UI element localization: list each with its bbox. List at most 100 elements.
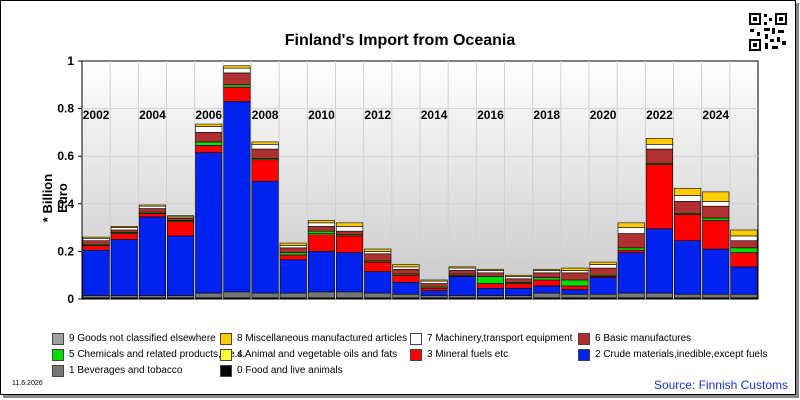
bar-segment-2016-s8 (476, 268, 504, 271)
legend-swatch (52, 365, 64, 377)
bar-segment-2002-s6 (82, 240, 110, 245)
bar-segment-2007-s2 (223, 101, 251, 293)
bar-segment-2011-s3 (336, 235, 364, 253)
y-tick-label: 0.8 (57, 102, 74, 116)
bar-segment-2013-s7 (392, 266, 420, 270)
x-tick-label: 2018 (533, 108, 560, 122)
bar-segment-2025-s1 (730, 293, 758, 299)
bar-segment-2007-s8 (223, 65, 251, 69)
y-axis-label: * Billion Euro (40, 173, 70, 223)
bar-segment-2011-s8 (336, 222, 364, 227)
bar-segment-2008-s2 (251, 180, 279, 294)
bar-segment-2006-s3 (195, 145, 223, 153)
bar-segment-2004-s6 (138, 208, 166, 213)
legend-label: 2 Crude materials,inedible,except fuels (595, 349, 768, 360)
bar-segment-2016-s2 (476, 287, 504, 296)
x-tick-label: 2002 (83, 108, 110, 122)
bar-segment-2024-s1 (702, 293, 730, 299)
x-tick-label: 2004 (139, 108, 166, 122)
bar-segment-2025-s3 (730, 252, 758, 268)
bar-segment-2007-s5 (223, 84, 251, 88)
bar-segment-2022-s6 (645, 148, 673, 164)
bar-segment-2003-s8 (110, 226, 138, 228)
bar-segment-2002-s7 (82, 238, 110, 241)
bar-segment-2020-s6 (589, 267, 617, 276)
bar-segment-2023-s6 (674, 201, 702, 214)
bar-segment-2017-s8 (505, 274, 533, 277)
bar-segment-2010-s1 (307, 291, 335, 299)
bar-segment-2009-s8 (279, 242, 307, 246)
legend-label: 0 Food and live animals (237, 365, 343, 376)
bar-segment-2014-s1 (420, 295, 448, 299)
bar-segment-2002-s1 (82, 295, 110, 299)
bar-segment-2008-s7 (251, 144, 279, 150)
bar-segment-2019-s2 (561, 289, 589, 295)
legend-label: 5 Chemicals and related products,n.e.s. (69, 349, 246, 360)
legend-swatch (410, 349, 422, 361)
bar-segment-2024-s5 (702, 217, 730, 221)
bar-segment-2021-s7 (617, 227, 645, 234)
bars (82, 65, 758, 300)
bar-segment-2016-s1 (476, 295, 504, 299)
bar-segment-2007-s7 (223, 67, 251, 74)
legend-swatch (578, 333, 590, 345)
bar-segment-2006-s2 (195, 152, 223, 294)
bar-segment-2009-s1 (279, 292, 307, 299)
bar-segment-2023-s7 (674, 195, 702, 202)
x-tick-label: 2022 (646, 108, 673, 122)
bar-segment-2014-s2 (420, 290, 448, 296)
bar-segment-2007-s1 (223, 291, 251, 299)
bar-segment-2011-s6 (336, 230, 364, 236)
bar-segment-2021-s6 (617, 233, 645, 249)
x-tick-label: 2016 (477, 108, 504, 122)
bar-segment-2011-s2 (336, 252, 364, 293)
bar-segment-2010-s7 (307, 222, 335, 227)
bar-segment-2010-s2 (307, 251, 335, 293)
bar-segment-2012-s7 (364, 251, 392, 255)
bar-segment-2024-s6 (702, 205, 730, 219)
bar-segment-2015-s7 (448, 267, 476, 271)
bar-segment-2025-s7 (730, 235, 758, 241)
x-tick-label: 2012 (364, 108, 391, 122)
bar-segment-2010-s8 (307, 220, 335, 224)
bar-segment-2009-s7 (279, 245, 307, 249)
bar-segment-2004-s8 (138, 204, 166, 207)
bar-segment-2007-s3 (223, 86, 251, 102)
y-tick-label: 0.4 (57, 197, 74, 211)
bar-segment-2006-s1 (195, 292, 223, 299)
bar-segment-2002-s8 (82, 236, 110, 239)
bar-segment-2017-s6 (505, 278, 533, 283)
bar-segment-2023-s1 (674, 293, 702, 299)
bar-segment-2022-s1 (645, 292, 673, 299)
legend-label: 3 Mineral fuels etc (427, 349, 509, 360)
legend-swatch (52, 333, 64, 345)
bar-segment-2015-s2 (448, 276, 476, 296)
bar-segment-2014-s8 (420, 279, 448, 282)
bar-segment-2003-s3 (110, 233, 138, 240)
bar-segment-2009-s3 (279, 254, 307, 261)
legend-swatch (52, 349, 64, 361)
bar-segment-2024-s8 (702, 191, 730, 202)
bar-segment-2013-s6 (392, 268, 420, 275)
bar-segment-2018-s5 (533, 277, 561, 281)
bar-segment-2010-s6 (307, 226, 335, 232)
bar-segment-2011-s1 (336, 291, 364, 299)
bar-segment-2005-s1 (167, 295, 195, 299)
bar-segment-2012-s2 (364, 271, 392, 294)
legend-label: 9 Goods not classified elsewhere (69, 333, 216, 344)
bar-segment-2016-s6 (476, 272, 504, 277)
bar-segment-2008-s6 (251, 148, 279, 159)
legend-label: 8 Miscellaneous manufactured articles (237, 333, 408, 344)
bar-segment-2021-s1 (617, 292, 645, 299)
bar-segment-2009-s6 (279, 247, 307, 253)
bar-segment-2016-s7 (476, 270, 504, 274)
bar-segment-2009-s2 (279, 259, 307, 294)
bar-segment-2015-s6 (448, 270, 476, 275)
bar-segment-2019-s6 (561, 272, 589, 281)
bar-segment-2018-s6 (533, 272, 561, 278)
bar-segment-2013-s3 (392, 274, 420, 283)
y-tick-label: 0.2 (57, 244, 74, 258)
bar-segment-2016-s3 (476, 283, 504, 289)
bar-segment-2024-s7 (702, 201, 730, 207)
